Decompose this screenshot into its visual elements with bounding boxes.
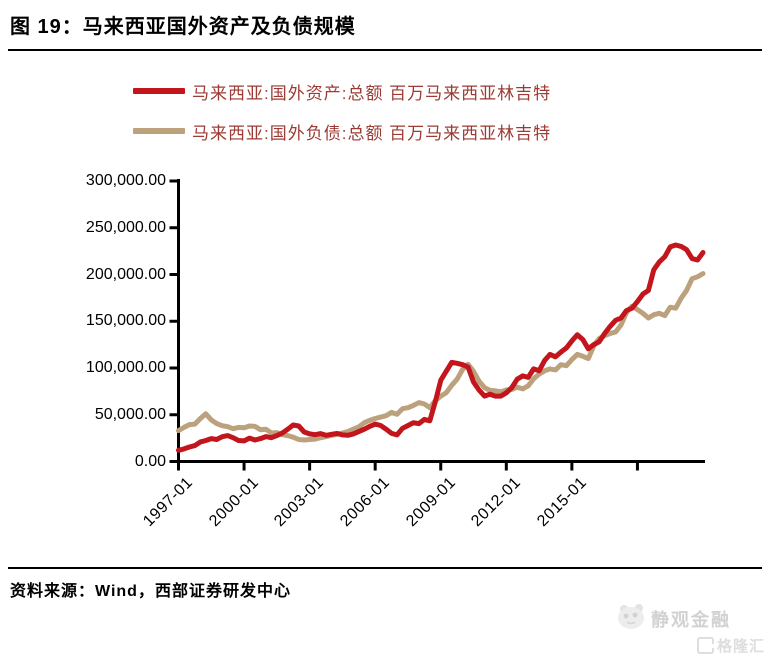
legend-item: 马来西亚:国外负债:总额 百万马来西亚林吉特 <box>133 111 551 151</box>
panda-icon <box>615 600 647 637</box>
y-axis-tick-label: 250,000.00 <box>85 218 166 236</box>
y-axis-tick-label: 150,000.00 <box>85 312 166 330</box>
legend-swatch-assets <box>133 88 185 94</box>
chart-legend: 马来西亚:国外资产:总额 百万马来西亚林吉特 马来西亚:国外负债:总额 百万马来西… <box>133 71 551 151</box>
legend-item: 马来西亚:国外资产:总额 百万马来西亚林吉特 <box>133 71 551 111</box>
watermark-logo-text: 格隆汇 <box>716 638 765 655</box>
glh-logo-icon <box>696 637 714 654</box>
figure-title: 图 19：马来西亚国外资产及负债规模 <box>10 16 356 38</box>
y-axis-tick-label: 50,000.00 <box>94 405 166 423</box>
y-axis-tick-label: 300,000.00 <box>85 172 166 189</box>
legend-label: 马来西亚:国外负债:总额 百万马来西亚林吉特 <box>192 123 552 143</box>
watermark: 静观金融 格隆汇 <box>615 600 765 656</box>
y-axis-tick-label: 200,000.00 <box>85 265 166 283</box>
y-axis-tick-label: 0.00 <box>134 452 166 470</box>
source-note: 资料来源：Wind，西部证券研发中心 <box>10 583 291 600</box>
legend-swatch-liabilities <box>133 128 185 134</box>
watermark-brand-text: 静观金融 <box>651 609 731 630</box>
title-divider-line <box>8 49 762 51</box>
footer-divider-line <box>8 567 762 569</box>
legend-label: 马来西亚:国外资产:总额 百万马来西亚林吉特 <box>192 83 552 103</box>
y-axis-tick-label: 100,000.00 <box>85 359 166 376</box>
